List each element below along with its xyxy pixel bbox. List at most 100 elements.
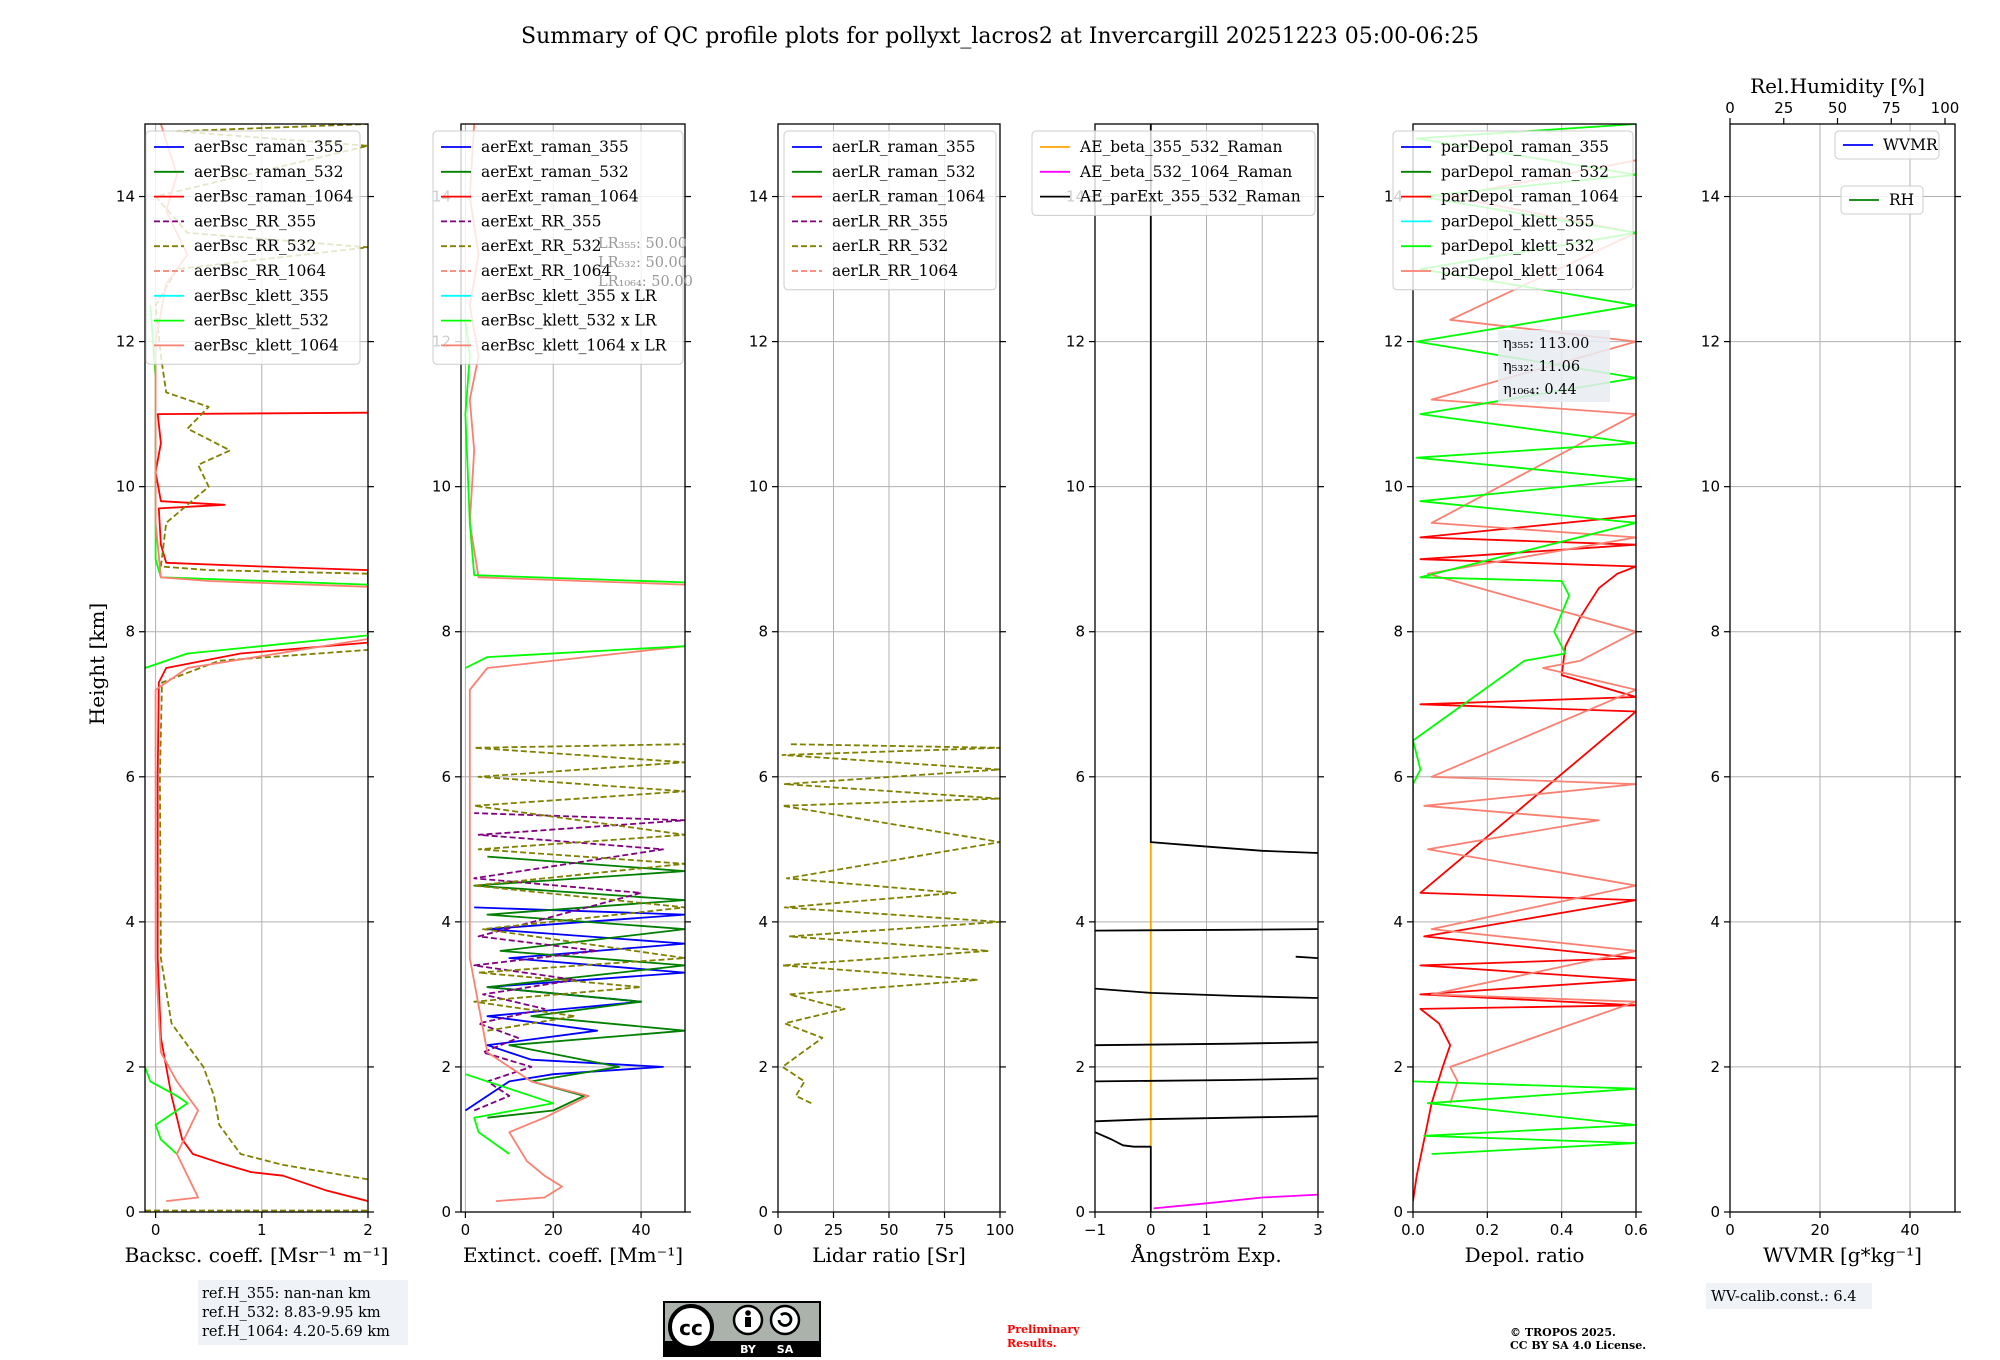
x-tick-label: 20 <box>544 1221 563 1239</box>
x-tick-label: 3 <box>1313 1221 1323 1239</box>
x-axis-label: WVMR [g*kg⁻¹] <box>1763 1243 1922 1267</box>
x-tick-label: 25 <box>824 1221 843 1239</box>
legend: WVMR RH <box>1834 130 1940 215</box>
series-group <box>1095 124 1318 1212</box>
legend-label: aerExt_RR_355 <box>481 212 602 230</box>
y-tick-label: 10 <box>1701 478 1720 496</box>
y-tick-label: 14 <box>749 188 768 206</box>
y-tick-label: 4 <box>1393 913 1403 931</box>
series-line-AE_parExt_seg3 <box>1095 1077 1318 1083</box>
legend-label: aerLR_raman_532 <box>832 163 975 181</box>
legend-label: RH <box>1889 191 1914 209</box>
legend-label: aerExt_raman_1064 <box>481 188 639 206</box>
legend-box <box>1840 185 1924 215</box>
y-tick-label: 12 <box>1066 333 1085 351</box>
top-axis-label: Rel.Humidity [%] <box>1750 74 1925 98</box>
y-tick-label: 12 <box>1384 333 1403 351</box>
lidar-ratio-annotation: LR₁₀₆₄: 50.00 <box>598 274 693 290</box>
top-tick-label: 25 <box>1774 99 1793 117</box>
x-axis-label: Ångström Exp. <box>1130 1242 1281 1267</box>
axes-frame <box>144 123 369 1213</box>
y-tick-label: 8 <box>1393 623 1403 641</box>
legend-label: aerLR_raman_1064 <box>832 188 985 206</box>
x-axis-label: Extinct. coeff. [Mm⁻¹] <box>463 1243 683 1267</box>
reference-heights-box: ref.H_355: nan-nan km ref.H_532: 8.83-9.… <box>198 1280 408 1345</box>
x-tick-label: 0.4 <box>1550 1221 1574 1239</box>
y-tick-label: 6 <box>1393 768 1403 786</box>
series-line-aerExt_RR_532 <box>473 743 685 1032</box>
legend-box <box>1834 130 1940 160</box>
y-tick-label: 2 <box>441 1058 451 1076</box>
y-tick-label: 8 <box>1075 623 1085 641</box>
series-line-AE_parExt_seg1 <box>1095 1131 1152 1212</box>
y-tick-label: 10 <box>1384 478 1403 496</box>
legend-label: aerBsc_RR_1064 <box>194 262 326 280</box>
series-line-aerBsc_klett_532_x_LR_top <box>465 645 685 669</box>
y-tick-label: 12 <box>116 333 135 351</box>
legend-label: AE_beta_355_532_Raman <box>1079 138 1282 156</box>
cc-sa-label: SA <box>777 1343 794 1356</box>
y-tick-label: 0 <box>758 1203 768 1221</box>
y-tick-label: 4 <box>1075 913 1085 931</box>
results-label: Results. <box>1007 1337 1057 1350</box>
series-line-aerLR_RR_532 <box>781 743 1000 1105</box>
share-alike-icon <box>769 1304 801 1336</box>
y-tick-label: 10 <box>749 478 768 496</box>
legend: AE_beta_355_532_Raman AE_beta_532_1064_Ra… <box>1031 130 1316 216</box>
y-tick-label: 4 <box>125 913 135 931</box>
y-tick-label: 10 <box>116 478 135 496</box>
figure-title: Summary of QC profile plots for pollyxt_… <box>521 24 1479 49</box>
y-tick-label: 8 <box>125 623 135 641</box>
legend-label: aerExt_raman_532 <box>481 163 629 181</box>
legend-label: aerBsc_klett_355 <box>194 287 329 305</box>
lidar-ratio-annotation: LR₃₅₅: 50.00 <box>598 236 687 252</box>
legend-label: AE_parExt_355_532_Raman <box>1079 188 1301 206</box>
series-line-AE_parExt_seg8 <box>1149 124 1318 854</box>
legend-label: parDepol_klett_355 <box>1441 212 1594 230</box>
panel-lidar_ratio: 0 25 50 75 100 0 2 4 6 8 10 12 14 Lidar ratio [Sr] aer… <box>749 123 1014 1267</box>
legend-label: parDepol_raman_355 <box>1441 138 1609 156</box>
legend-label: aerExt_raman_355 <box>481 138 629 156</box>
series-line-AE_parExt_seg5 <box>1095 987 1318 999</box>
legend-label: AE_beta_532_1064_Raman <box>1079 163 1292 181</box>
legend: aerLR_raman_355 aerLR_raman_532 aerLR_rama… <box>783 130 997 291</box>
y-tick-label: 0 <box>441 1203 451 1221</box>
legend: parDepol_raman_355 parDepol_raman_532 parD… <box>1392 130 1634 291</box>
license-line: CC BY SA 4.0 License. <box>1510 1339 1646 1352</box>
x-tick-label: 40 <box>632 1221 651 1239</box>
y-tick-label: 6 <box>1710 768 1720 786</box>
eta-annotation: η₁₀₆₄: 0.44 <box>1503 382 1577 398</box>
y-tick-label: 14 <box>116 188 135 206</box>
series-line-aerBsc_RR_532 <box>154 124 368 1181</box>
x-tick-label: 20 <box>1810 1221 1829 1239</box>
panel-wvmr: 0 20 40 0 2 4 6 8 10 12 14 WVMR [g*kg⁻¹] 0 25 50 75 100 R… <box>1701 74 1961 1267</box>
series-line-aerBsc_klett_532 <box>145 1066 189 1155</box>
x-tick-label: 0 <box>461 1221 471 1239</box>
axes-frame <box>460 123 686 1213</box>
panel-depol: 0.00.20.40.602468101214Depol. ratioparDe… <box>1384 123 1648 1267</box>
eta-annotation: η₃₅₅: 113.00 <box>1503 336 1589 352</box>
series-group <box>781 743 1000 1105</box>
x-tick-label: 40 <box>1900 1221 1919 1239</box>
y-tick-label: 4 <box>441 913 451 931</box>
y-tick-label: 2 <box>1075 1058 1085 1076</box>
legend: aerExt_raman_355 aerExt_raman_532 aerExt_r… <box>432 130 684 365</box>
legend-box <box>1031 130 1316 216</box>
y-tick-label: 10 <box>1066 478 1085 496</box>
lidar-ratio-annotation: LR₅₃₂: 50.00 <box>598 255 687 271</box>
legend-label: aerBsc_klett_1064 x LR <box>481 336 668 354</box>
y-tick-label: 6 <box>441 768 451 786</box>
series-line-aerBsc_klett_532_x_LR <box>465 1073 555 1155</box>
panel-angstrom: −1012302468101214Ångström Exp.AE_beta_35… <box>1031 123 1324 1267</box>
y-tick-label: 2 <box>1393 1058 1403 1076</box>
legend-box <box>145 130 361 365</box>
y-tick-label: 0 <box>1710 1203 1720 1221</box>
eta-box <box>1498 330 1610 402</box>
x-tick-label: 0 <box>151 1221 161 1239</box>
y-tick-label: 14 <box>1701 188 1720 206</box>
x-tick-label: 0.6 <box>1624 1221 1648 1239</box>
y-tick-label: 4 <box>758 913 768 931</box>
legend-label: parDepol_raman_532 <box>1441 163 1609 181</box>
